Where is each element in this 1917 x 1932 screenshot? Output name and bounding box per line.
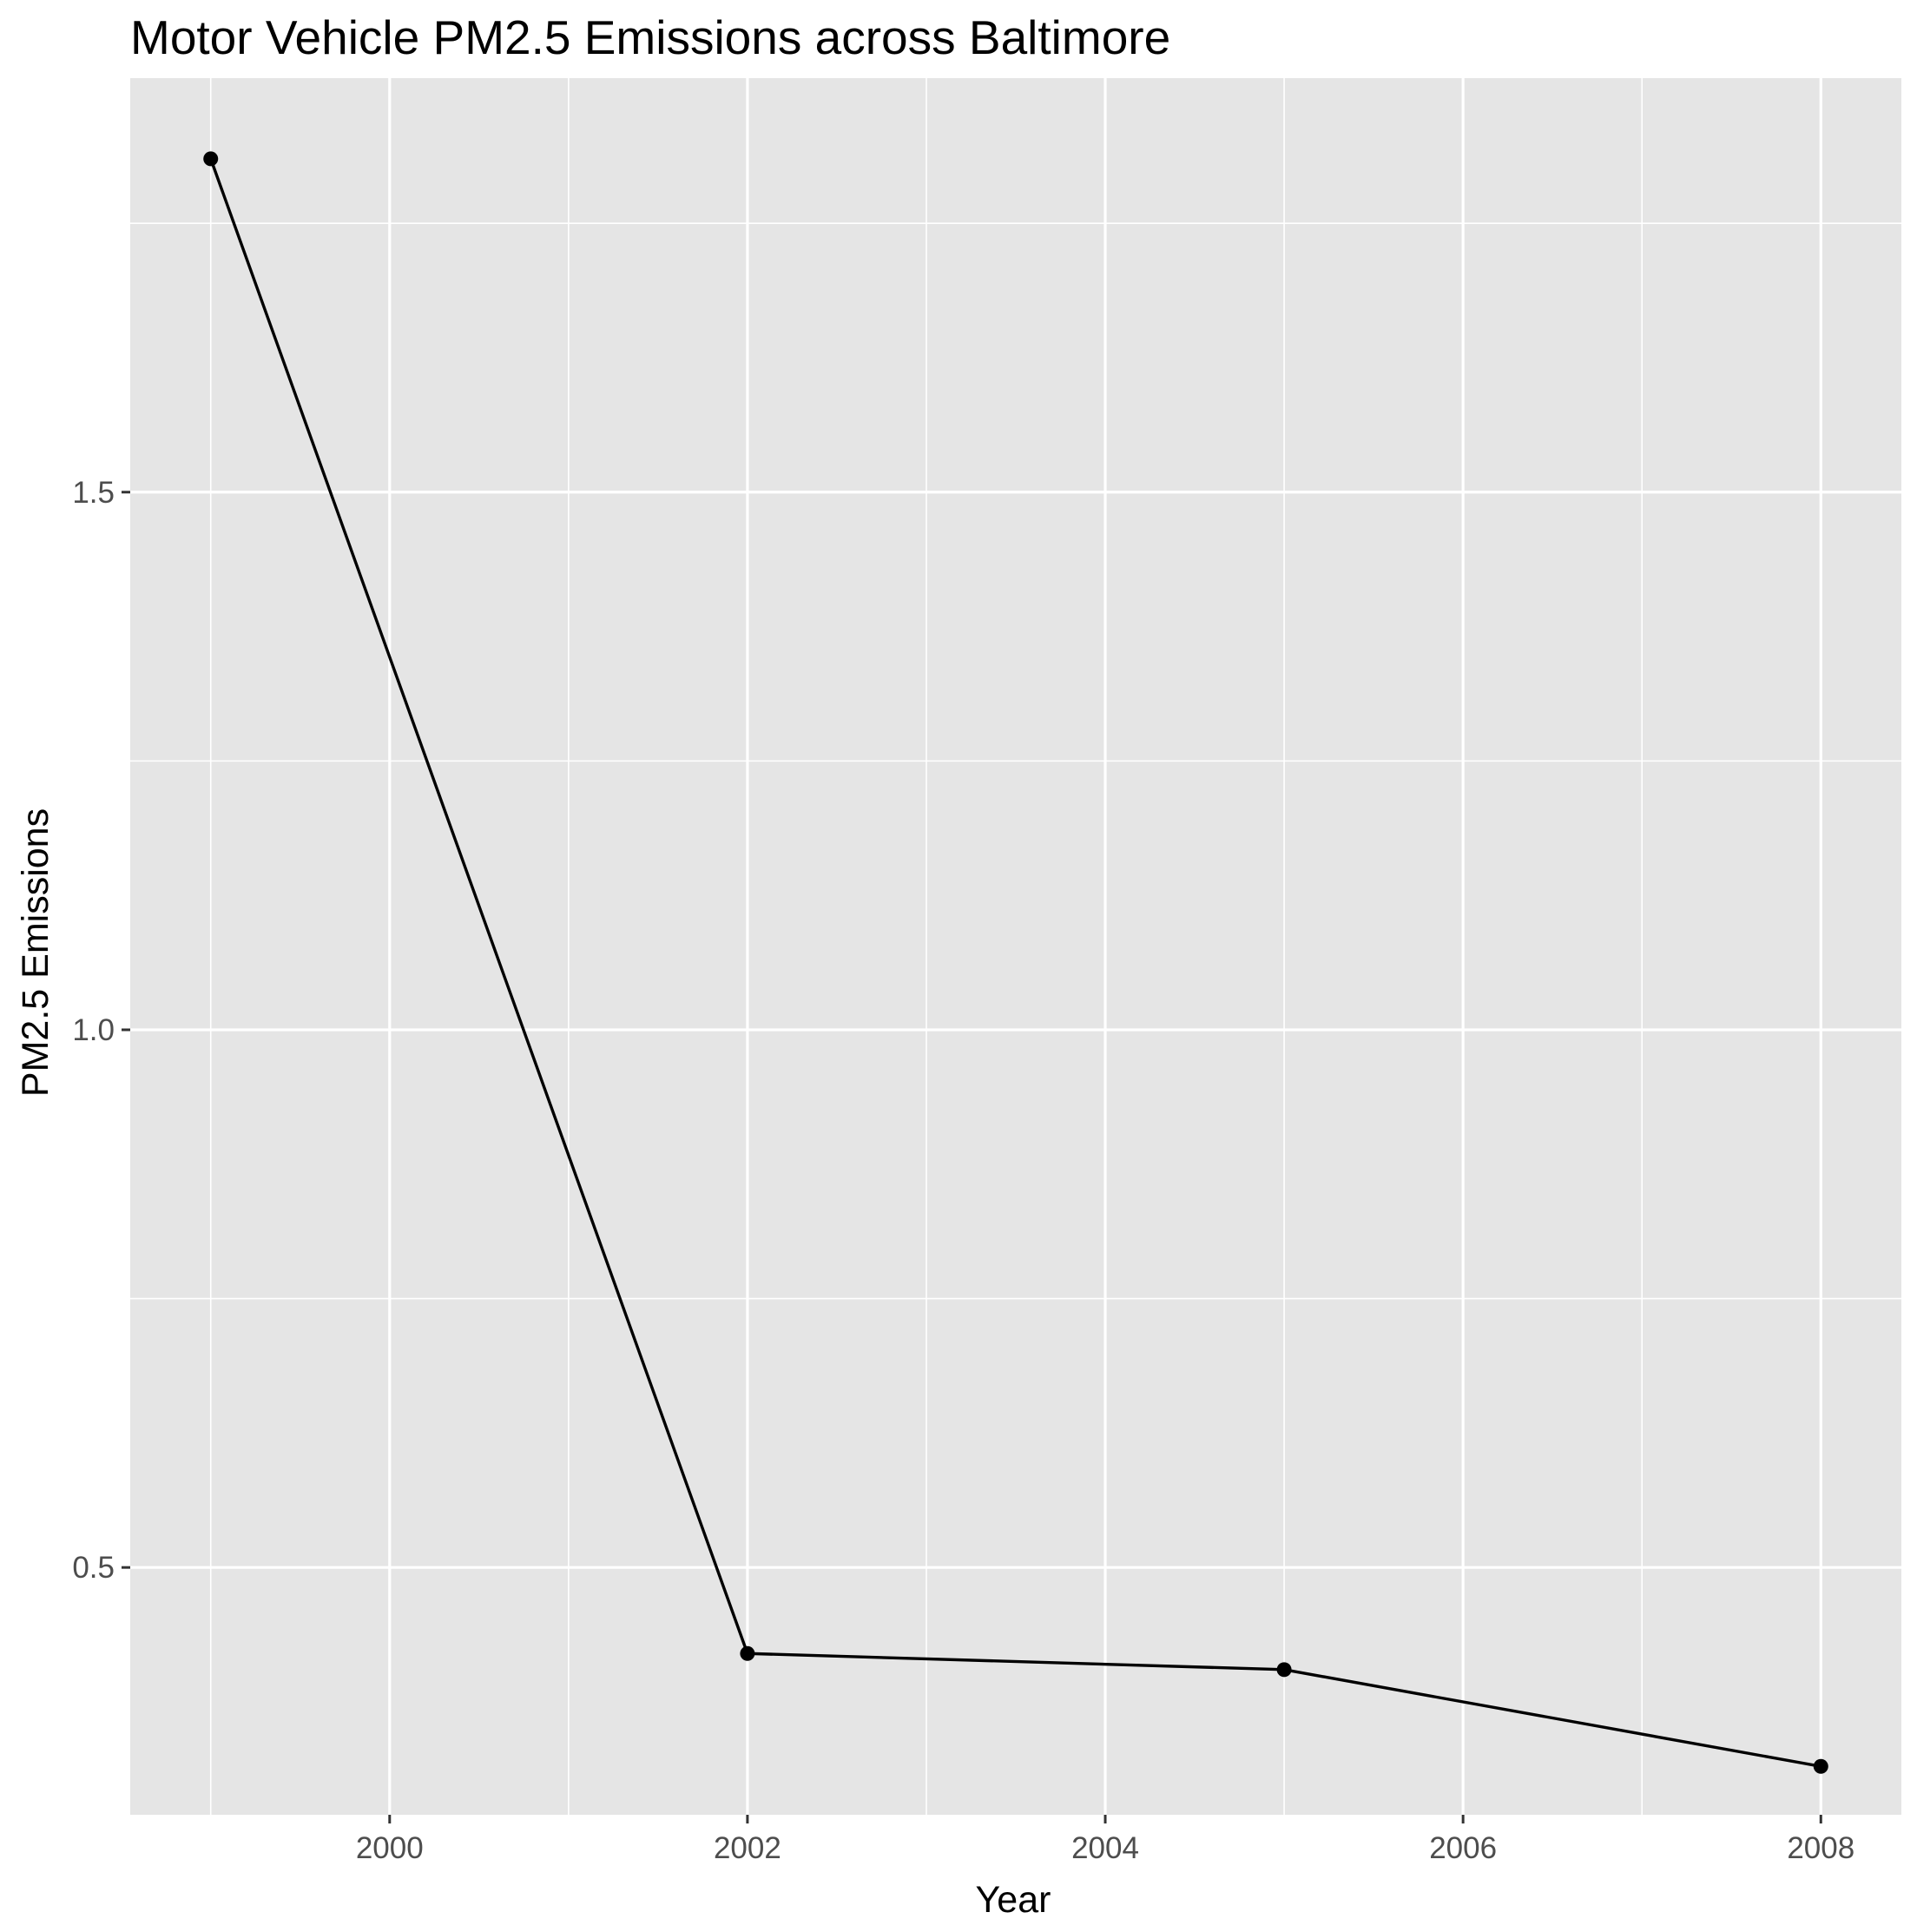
data-series <box>203 151 1828 1774</box>
x-axis-title: Year <box>976 1879 1051 1921</box>
data-point <box>1813 1758 1828 1774</box>
y-tick-label: 0.5 <box>72 1551 115 1585</box>
x-tick-label: 2000 <box>356 1831 424 1865</box>
chart-title: Motor Vehicle PM2.5 Emissions across Bal… <box>130 10 1170 64</box>
y-axis-title: PM2.5 Emissions <box>15 808 56 1097</box>
y-tick-label: 1.5 <box>72 476 115 510</box>
data-point <box>740 1645 755 1661</box>
x-tick-label: 2008 <box>1787 1831 1854 1865</box>
series-line <box>209 158 1821 1768</box>
grid-lines <box>130 78 1901 1815</box>
x-tick-label: 2002 <box>714 1831 781 1865</box>
plot-panel <box>130 78 1901 1815</box>
axis-ticks: 2000 2002 2004 2006 2008 0.5 1.0 1.5 <box>72 476 1854 1865</box>
y-tick-label: 1.0 <box>72 1013 115 1047</box>
x-tick-label: 2006 <box>1429 1831 1497 1865</box>
data-point <box>1276 1662 1292 1678</box>
x-tick-label: 2004 <box>1071 1831 1139 1865</box>
data-point <box>203 151 219 167</box>
